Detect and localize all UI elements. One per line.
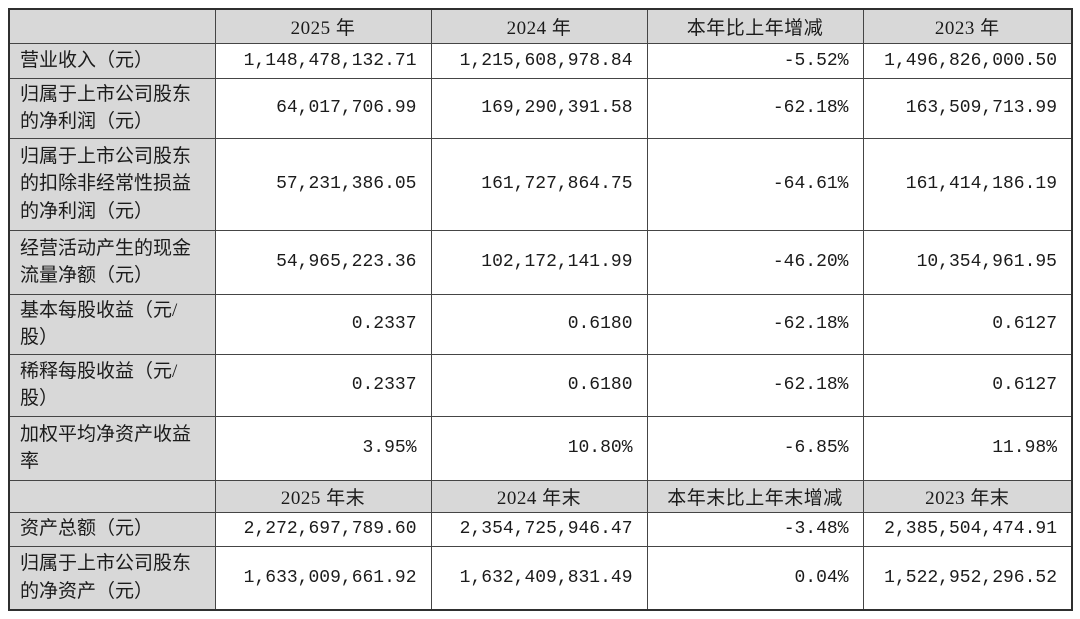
col-header-2025: 2025 年 (214, 8, 432, 44)
value-cell-change: 0.04% (646, 545, 864, 611)
row-label: 基本每股收益（元/股） (8, 293, 216, 355)
row-label: 经营活动产生的现金流量净额（元） (8, 229, 216, 295)
row-label: 营业收入（元） (8, 42, 216, 79)
value-cell-change: -62.18% (646, 77, 864, 139)
value-cell-2023: 1,496,826,000.50 (862, 42, 1073, 79)
row-net-profit: 归属于上市公司股东的净利润（元） 64,017,706.99 169,290,3… (8, 77, 1073, 139)
header-row-end-of-period: 2025 年末 2024 年末 本年末比上年末增减 2023 年末 (8, 479, 1073, 513)
col-header-2023-eop: 2023 年末 (862, 479, 1073, 513)
value-cell-2025: 3.95% (214, 415, 432, 481)
row-net-profit-deducted: 归属于上市公司股东的扣除非经常性损益的净利润（元） 57,231,386.05 … (8, 137, 1073, 231)
row-operating-cash-flow: 经营活动产生的现金流量净额（元） 54,965,223.36 102,172,1… (8, 229, 1073, 295)
row-revenue: 营业收入（元） 1,148,478,132.71 1,215,608,978.8… (8, 42, 1073, 79)
row-label: 资产总额（元） (8, 511, 216, 547)
col-header-yoy-change: 本年比上年增减 (646, 8, 864, 44)
value-cell-2023: 11.98% (862, 415, 1073, 481)
header-cell-empty (8, 479, 216, 513)
value-cell-change: -6.85% (646, 415, 864, 481)
value-cell-2024: 0.6180 (430, 293, 648, 355)
value-cell-2025: 57,231,386.05 (214, 137, 432, 231)
col-header-2023: 2023 年 (862, 8, 1073, 44)
value-cell-2024: 10.80% (430, 415, 648, 481)
row-weighted-avg-roe: 加权平均净资产收益率 3.95% 10.80% -6.85% 11.98% (8, 415, 1073, 481)
row-label: 归属于上市公司股东的扣除非经常性损益的净利润（元） (8, 137, 216, 231)
value-cell-2024: 169,290,391.58 (430, 77, 648, 139)
value-cell-2024: 2,354,725,946.47 (430, 511, 648, 547)
value-cell-2025: 1,148,478,132.71 (214, 42, 432, 79)
value-cell-change: -46.20% (646, 229, 864, 295)
value-cell-2024: 161,727,864.75 (430, 137, 648, 231)
col-header-2024: 2024 年 (430, 8, 648, 44)
value-cell-change: -62.18% (646, 353, 864, 417)
row-label: 归属于上市公司股东的净资产（元） (8, 545, 216, 611)
value-cell-change: -5.52% (646, 42, 864, 79)
value-cell-2023: 161,414,186.19 (862, 137, 1073, 231)
financial-summary-table: 2025 年 2024 年 本年比上年增减 2023 年 营业收入（元） 1,1… (8, 8, 1073, 612)
row-basic-eps: 基本每股收益（元/股） 0.2337 0.6180 -62.18% 0.6127 (8, 293, 1073, 355)
value-cell-2024: 0.6180 (430, 353, 648, 417)
value-cell-2023: 1,522,952,296.52 (862, 545, 1073, 611)
value-cell-change: -62.18% (646, 293, 864, 355)
value-cell-2025: 54,965,223.36 (214, 229, 432, 295)
row-label: 稀释每股收益（元/股） (8, 353, 216, 417)
value-cell-change: -3.48% (646, 511, 864, 547)
value-cell-2023: 0.6127 (862, 293, 1073, 355)
header-row-period: 2025 年 2024 年 本年比上年增减 2023 年 (8, 8, 1073, 44)
value-cell-2024: 102,172,141.99 (430, 229, 648, 295)
value-cell-2023: 0.6127 (862, 353, 1073, 417)
value-cell-2023: 10,354,961.95 (862, 229, 1073, 295)
row-total-assets: 资产总额（元） 2,272,697,789.60 2,354,725,946.4… (8, 511, 1073, 547)
value-cell-2024: 1,215,608,978.84 (430, 42, 648, 79)
row-net-assets: 归属于上市公司股东的净资产（元） 1,633,009,661.92 1,632,… (8, 545, 1073, 611)
col-header-2024-eop: 2024 年末 (430, 479, 648, 513)
col-header-2025-eop: 2025 年末 (214, 479, 432, 513)
header-cell-empty (8, 8, 216, 44)
value-cell-change: -64.61% (646, 137, 864, 231)
row-diluted-eps: 稀释每股收益（元/股） 0.2337 0.6180 -62.18% 0.6127 (8, 353, 1073, 417)
col-header-eop-change: 本年末比上年末增减 (646, 479, 864, 513)
row-label: 加权平均净资产收益率 (8, 415, 216, 481)
row-label: 归属于上市公司股东的净利润（元） (8, 77, 216, 139)
value-cell-2025: 2,272,697,789.60 (214, 511, 432, 547)
value-cell-2025: 0.2337 (214, 293, 432, 355)
value-cell-2025: 1,633,009,661.92 (214, 545, 432, 611)
value-cell-2025: 0.2337 (214, 353, 432, 417)
value-cell-2024: 1,632,409,831.49 (430, 545, 648, 611)
value-cell-2023: 2,385,504,474.91 (862, 511, 1073, 547)
value-cell-2023: 163,509,713.99 (862, 77, 1073, 139)
value-cell-2025: 64,017,706.99 (214, 77, 432, 139)
